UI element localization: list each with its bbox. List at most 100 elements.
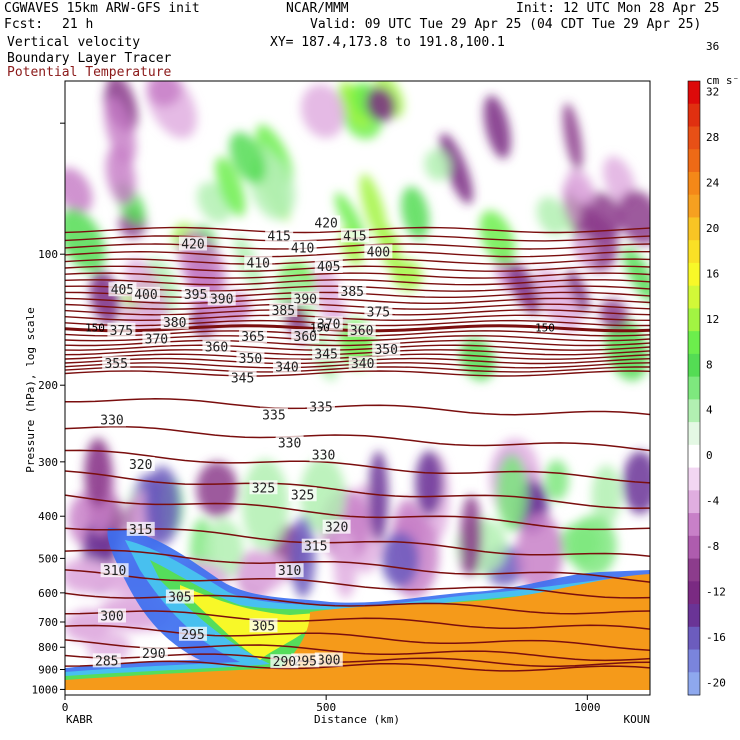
theta-label-bg [244, 255, 273, 270]
x-axis-label: Distance (km) [314, 713, 400, 726]
y-tick-label: 800 [38, 641, 58, 654]
theta-label-bg [249, 618, 278, 633]
start-station-label: KABR [66, 713, 93, 726]
theta-label-bg [288, 240, 317, 255]
theta-label: 365 [241, 330, 264, 345]
theta-label: 375 [110, 324, 133, 339]
velocity-cell [84, 437, 112, 508]
theta-label: 330 [100, 413, 123, 428]
theta-label: 420 [314, 216, 337, 231]
theta-label-bg [291, 329, 320, 344]
theta-label-bg [340, 228, 369, 243]
colorbar-swatch [688, 194, 700, 218]
velocity-cell [401, 186, 430, 240]
velocity-cell [290, 516, 316, 598]
theta-contour [65, 624, 650, 651]
theta-contour [65, 370, 650, 377]
theta-contour [65, 449, 650, 484]
x-tick-label: 1000 [574, 701, 601, 714]
theta-label: 380 [163, 316, 186, 331]
theta-label: 375 [367, 305, 390, 320]
y-tick-label: 100 [38, 248, 58, 261]
colorbar-tick-label: 0 [706, 449, 713, 462]
theta-label-bg [108, 282, 137, 297]
colorbar-tick-label: 4 [706, 404, 713, 417]
velocity-cell [237, 551, 289, 592]
y-tick-label: 600 [38, 587, 58, 600]
theta-label-bg [165, 589, 194, 604]
colorbar-tick-label: -12 [706, 586, 726, 599]
velocity-cell [381, 531, 420, 588]
theta-label-bg [270, 654, 299, 669]
theta-contour [65, 265, 650, 272]
theta-label: 415 [267, 229, 290, 244]
theta-label: 385 [341, 285, 364, 300]
theta-label-bg [314, 258, 343, 273]
colorbar-swatch [688, 626, 700, 651]
velocity-cell [215, 156, 246, 217]
theta-label-bg [291, 291, 320, 306]
colorbar-tick-label: 16 [706, 267, 719, 280]
theta-label: 350 [239, 352, 262, 367]
theta-label-bg [301, 538, 330, 553]
theta-label: 360 [294, 330, 317, 345]
field-vertical-velocity: Vertical velocity [7, 35, 141, 50]
colorbar-frame [687, 80, 701, 696]
velocity-cell [496, 454, 528, 532]
theta-label: 330 [312, 448, 335, 463]
velocity-cell [229, 132, 266, 184]
theta-contour [65, 258, 650, 265]
theta-label: 410 [291, 241, 314, 256]
velocity-cell [479, 210, 516, 265]
theta-contour [65, 426, 650, 452]
colorbar-tick-label: 36 [706, 40, 719, 53]
velocity-cell [65, 208, 106, 273]
distance-axis: 0 500 1000 [62, 695, 601, 714]
velocity-cell [566, 168, 595, 205]
colorbar-swatch [688, 513, 700, 537]
theta-label: 370 [145, 332, 168, 347]
velocity-cell [300, 456, 346, 533]
y-tick-label: 1000 [32, 683, 59, 696]
theta-label-bg [98, 412, 127, 427]
colorbar-swatch [688, 308, 700, 332]
y-tick-label: 900 [38, 663, 58, 676]
theta-label-bg [364, 244, 393, 259]
theta-label: 335 [262, 409, 285, 424]
colorbar-swatch [688, 81, 700, 105]
velocity-cell [483, 95, 511, 159]
y-tick-label: 500 [38, 552, 58, 565]
init-time: Init: 12 UTC Mon 28 Apr 25 [516, 1, 720, 16]
velocity-cell [415, 450, 444, 516]
theta-contour [65, 303, 650, 310]
theta-label-bg [100, 563, 129, 578]
colorbar-tick-label: 12 [706, 313, 719, 326]
velocity-cell [147, 81, 182, 107]
colorbar-swatch [688, 171, 700, 196]
theta-label: 350 [374, 343, 397, 358]
theta-label-bg [272, 359, 301, 374]
velocity-cell [196, 461, 238, 517]
level-marker-label: 150 [535, 321, 555, 334]
colorbar-tick-label: -20 [706, 677, 726, 690]
org-label: NCAR/MMM [286, 1, 349, 16]
velocity-cell [439, 133, 473, 204]
theta-label: 290 [142, 647, 165, 662]
theta-label-bg [142, 331, 171, 346]
colorbar-tick-label: -16 [706, 631, 726, 644]
theta-label-bg [202, 339, 231, 354]
theta-label: 390 [294, 292, 317, 307]
theta-label: 360 [350, 324, 373, 339]
theta-label: 340 [351, 357, 374, 372]
theta-contour [65, 494, 650, 531]
theta-label: 310 [278, 564, 301, 579]
colorbar-tick-label: 32 [706, 85, 719, 98]
theta-label-bg [275, 563, 304, 578]
velocity-cell [460, 494, 482, 576]
theta-label-bg [347, 322, 376, 337]
colorbar-swatch [688, 672, 700, 696]
theta-label-bg [139, 646, 168, 661]
colorbar-tick-label: -8 [706, 540, 719, 553]
theta-label-bg [107, 322, 136, 337]
theta-label: 300 [317, 653, 340, 668]
